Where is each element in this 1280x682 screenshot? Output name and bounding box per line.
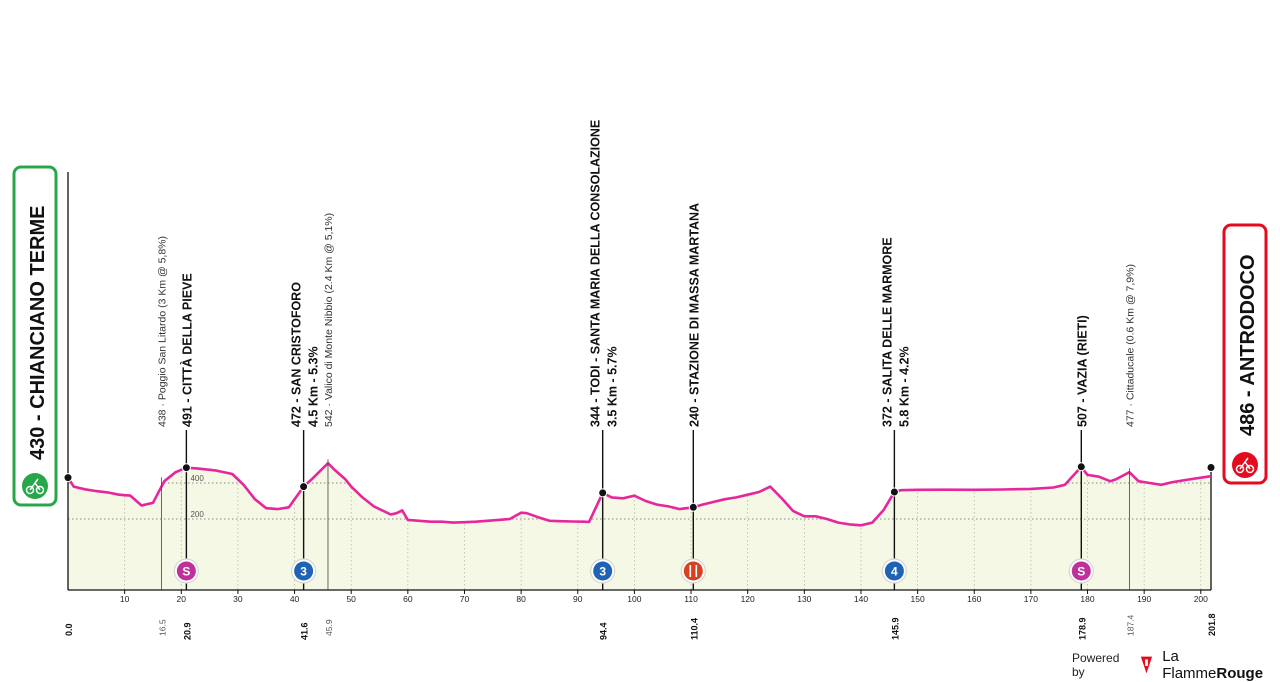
climb-label: 477 · Cittaducale (0.6 Km @ 7,9%): [1124, 264, 1136, 427]
flame-logo-icon: [1141, 656, 1153, 674]
badge-disc: [593, 561, 613, 581]
badge-text: 3: [599, 565, 606, 579]
x-tick-label: 50: [346, 594, 356, 604]
bike-wheel: [1245, 464, 1255, 474]
x-tick-label: 140: [854, 594, 868, 604]
waypoint-km-label: 110.4: [689, 618, 699, 640]
elevation-line: [66, 461, 1212, 527]
finish-banner: [1222, 223, 1268, 485]
x-tick-label: 90: [573, 594, 583, 604]
climb-km-label: 45.9: [324, 619, 334, 636]
x-tick-label: 60: [403, 594, 413, 604]
bike-wheel: [1235, 464, 1245, 474]
x-tick-label: 170: [1024, 594, 1038, 604]
waypoint-km-label: 41.6: [300, 622, 310, 640]
bike-frame: [29, 478, 41, 491]
badge-disc: [176, 561, 196, 581]
y-tick-label: 400: [190, 474, 204, 483]
x-tick-label: 20: [177, 594, 187, 604]
bike-wheel: [25, 485, 35, 495]
badge-disc: [1071, 561, 1091, 581]
x-tick-label: 130: [797, 594, 811, 604]
x-tick-label: 190: [1137, 594, 1151, 604]
waypoint-km-label: 178.9: [1077, 617, 1087, 640]
start-marker: [63, 473, 73, 483]
waypoint-marker: [688, 502, 698, 512]
x-tick-label: 10: [120, 594, 130, 604]
badge-text: 4: [891, 565, 898, 579]
bike-frame: [1239, 457, 1251, 470]
waypoint-marker: [299, 482, 309, 492]
waypoint-marker: [889, 487, 899, 497]
brand-name-part-1: La Flamme: [1162, 648, 1217, 682]
finish-km-label: 201.8: [1207, 613, 1217, 636]
brand-name-part-2: Rouge: [1216, 665, 1264, 682]
waypoint-label: 344 - TODI - SANTA MARIA DELLA CONSOLAZI…: [589, 120, 603, 427]
sprint-badge-icon: S: [173, 558, 199, 584]
x-tick-label: 110: [684, 594, 698, 604]
waypoint-marker: [598, 488, 608, 498]
climb-km-label: 187.4: [1125, 614, 1135, 636]
kom-category-4-icon: 4: [881, 558, 907, 584]
waypoint-label: 472 - SAN CRISTOFORO: [290, 282, 304, 427]
waypoint-label: 372 - SALITA DELLE MARMORE: [880, 237, 894, 427]
kom-category-3-icon: 3: [291, 558, 317, 584]
waypoint-sub-label: 4.5 Km - 5.3%: [307, 346, 321, 427]
x-tick-label: 160: [967, 594, 981, 604]
x-tick-label: 200: [1194, 594, 1208, 604]
x-tick-label: 150: [911, 594, 925, 604]
waypoint-sub-label: 3.5 Km - 5.7%: [606, 346, 620, 427]
waypoint-label: 491 - CITTÀ DELLA PIEVE: [179, 273, 194, 427]
waypoint-km-label: 145.9: [890, 617, 900, 640]
x-tick-label: 120: [741, 594, 755, 604]
waypoint-marker: [1076, 462, 1086, 472]
x-tick-label: 80: [516, 594, 526, 604]
waypoint-sub-label: 5.8 Km - 4.2%: [897, 346, 911, 427]
sprint-badge-icon: S: [1068, 558, 1094, 584]
brand-name: La FlammeRouge: [1162, 648, 1276, 682]
bike-wheel: [35, 485, 45, 495]
kom-category-3-icon: 3: [590, 558, 616, 584]
start-bike-icon: [22, 473, 48, 499]
finish-label: 486 - ANTRODOCO: [1237, 254, 1259, 436]
waypoint-marker: [181, 463, 191, 473]
start-label: 430 - CHIANCIANO TERME: [27, 206, 49, 460]
powered-by-text: Powered by: [1072, 651, 1120, 679]
start-bike-disc: [22, 473, 48, 499]
climb-km-label: 16.5: [157, 619, 167, 636]
badge-text: 3: [300, 565, 307, 579]
finish-marker: [1206, 463, 1216, 473]
x-tick-label: 30: [233, 594, 243, 604]
finish-bike-icon: [1232, 452, 1258, 478]
badge-disc: [884, 561, 904, 581]
start-banner: [12, 165, 58, 507]
x-tick-label: 40: [290, 594, 300, 604]
waypoint-km-label: 20.9: [182, 622, 192, 640]
waypoint-label: 240 - STAZIONE DI MASSA MARTANA: [687, 203, 701, 427]
badge-text: S: [182, 565, 190, 579]
profile-area: [68, 463, 1211, 590]
y-tick-label: 200: [190, 510, 204, 519]
badge-disc: [294, 561, 314, 581]
waypoint-label: 507 - VAZIA (RIETI): [1075, 315, 1089, 427]
feed-zone-icon: [680, 558, 706, 584]
x-tick-label: 100: [627, 594, 641, 604]
climb-label: 438 · Poggio San Litardo (3 Km @ 5,8%): [156, 236, 168, 427]
waypoint-km-label: 94.4: [599, 622, 609, 640]
powered-by-logo: Powered by La FlammeRouge: [1072, 648, 1276, 682]
badge-text: S: [1077, 565, 1085, 579]
start-km-label: 0.0: [64, 623, 74, 636]
badge-disc: [683, 561, 703, 581]
x-tick-label: 70: [460, 594, 470, 604]
finish-bike-disc: [1232, 452, 1258, 478]
x-tick-label: 180: [1080, 594, 1094, 604]
climb-label: 542 · Valico di Monte Nibbio (2.4 Km @ 5…: [323, 213, 335, 427]
